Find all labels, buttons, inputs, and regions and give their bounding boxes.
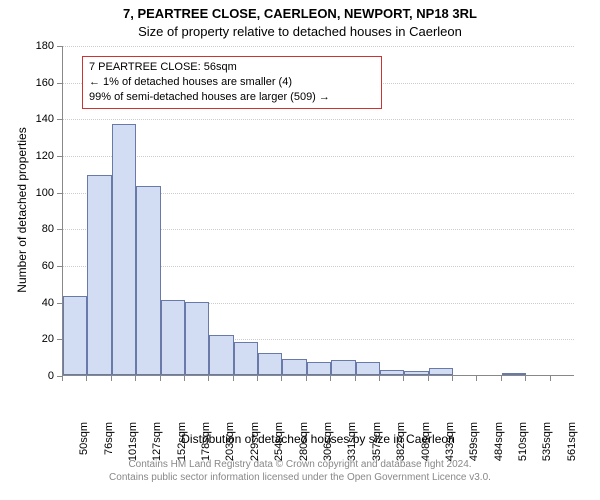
histogram-bar (282, 359, 306, 376)
x-tick (257, 376, 258, 381)
x-tick (86, 376, 87, 381)
x-tick (403, 376, 404, 381)
y-axis-label: Number of detached properties (15, 80, 29, 340)
y-tick (57, 229, 62, 230)
gridline (63, 156, 574, 157)
x-tick (476, 376, 477, 381)
x-tick-label: 357sqm (371, 422, 383, 461)
histogram-bar (234, 342, 258, 375)
y-tick (57, 193, 62, 194)
y-tick (57, 83, 62, 84)
histogram-bar (356, 362, 380, 375)
x-tick-label: 178sqm (200, 422, 212, 461)
x-tick (208, 376, 209, 381)
x-tick (330, 376, 331, 381)
histogram-bar (209, 335, 233, 375)
y-tick (57, 303, 62, 304)
histogram-bar (185, 302, 209, 375)
x-tick (62, 376, 63, 381)
x-tick (379, 376, 380, 381)
x-tick (184, 376, 185, 381)
histogram-bar (136, 186, 160, 375)
x-tick-label: 280sqm (298, 422, 310, 461)
x-tick-label: 50sqm (78, 422, 90, 455)
y-tick (57, 119, 62, 120)
footer-line-2: Contains public sector information licen… (0, 471, 600, 484)
histogram-bar (112, 124, 136, 375)
x-tick (428, 376, 429, 381)
chart-title-main: 7, PEARTREE CLOSE, CAERLEON, NEWPORT, NP… (0, 6, 600, 21)
x-tick (135, 376, 136, 381)
x-tick-label: 484sqm (493, 422, 505, 461)
gridline (63, 46, 574, 47)
y-tick (57, 46, 62, 47)
y-tick (57, 266, 62, 267)
y-tick-label: 120 (30, 150, 54, 162)
chart-title-sub: Size of property relative to detached ho… (0, 24, 600, 39)
x-tick-label: 561sqm (566, 422, 578, 461)
x-tick-label: 101sqm (127, 422, 139, 461)
y-tick-label: 0 (30, 370, 54, 382)
y-tick-label: 160 (30, 77, 54, 89)
y-tick-label: 140 (30, 113, 54, 125)
x-tick (550, 376, 551, 381)
x-tick (355, 376, 356, 381)
y-tick-label: 100 (30, 187, 54, 199)
x-tick-label: 535sqm (541, 422, 553, 461)
annotation-line: 7 PEARTREE CLOSE: 56sqm (89, 60, 375, 75)
x-tick-label: 229sqm (249, 422, 261, 461)
histogram-bar (404, 371, 428, 375)
x-tick-label: 152sqm (176, 422, 188, 461)
histogram-bar (331, 360, 355, 375)
x-tick-label: 203sqm (224, 422, 236, 461)
y-tick-label: 60 (30, 260, 54, 272)
histogram-bar (307, 362, 331, 375)
histogram-bar (258, 353, 282, 375)
y-tick-label: 20 (30, 333, 54, 345)
annotation-box: 7 PEARTREE CLOSE: 56sqm← 1% of detached … (82, 56, 382, 109)
histogram-bar (502, 373, 526, 375)
x-tick (281, 376, 282, 381)
x-tick-label: 306sqm (322, 422, 334, 461)
y-tick-label: 180 (30, 40, 54, 52)
x-tick-label: 433sqm (444, 422, 456, 461)
x-tick (233, 376, 234, 381)
x-tick (306, 376, 307, 381)
y-tick-label: 80 (30, 223, 54, 235)
x-tick (501, 376, 502, 381)
annotation-line: ← 1% of detached houses are smaller (4) (89, 75, 375, 90)
histogram-bar (87, 175, 111, 375)
x-tick-label: 382sqm (395, 422, 407, 461)
y-tick-label: 40 (30, 297, 54, 309)
gridline (63, 119, 574, 120)
x-tick-label: 510sqm (517, 422, 529, 461)
histogram-bar (429, 368, 453, 375)
x-tick (160, 376, 161, 381)
histogram-bar (63, 296, 87, 375)
histogram-bar (161, 300, 185, 375)
x-tick-label: 459sqm (468, 422, 480, 461)
x-tick-label: 254sqm (273, 422, 285, 461)
x-tick-label: 76sqm (103, 422, 115, 455)
footer-attribution: Contains HM Land Registry data © Crown c… (0, 458, 600, 484)
y-tick (57, 339, 62, 340)
y-tick (57, 156, 62, 157)
x-tick (111, 376, 112, 381)
x-tick (525, 376, 526, 381)
x-tick-label: 408sqm (420, 422, 432, 461)
x-tick-label: 331sqm (346, 422, 358, 461)
x-tick-label: 127sqm (151, 422, 163, 461)
x-tick (452, 376, 453, 381)
annotation-line: 99% of semi-detached houses are larger (… (89, 90, 375, 105)
histogram-bar (380, 370, 404, 376)
